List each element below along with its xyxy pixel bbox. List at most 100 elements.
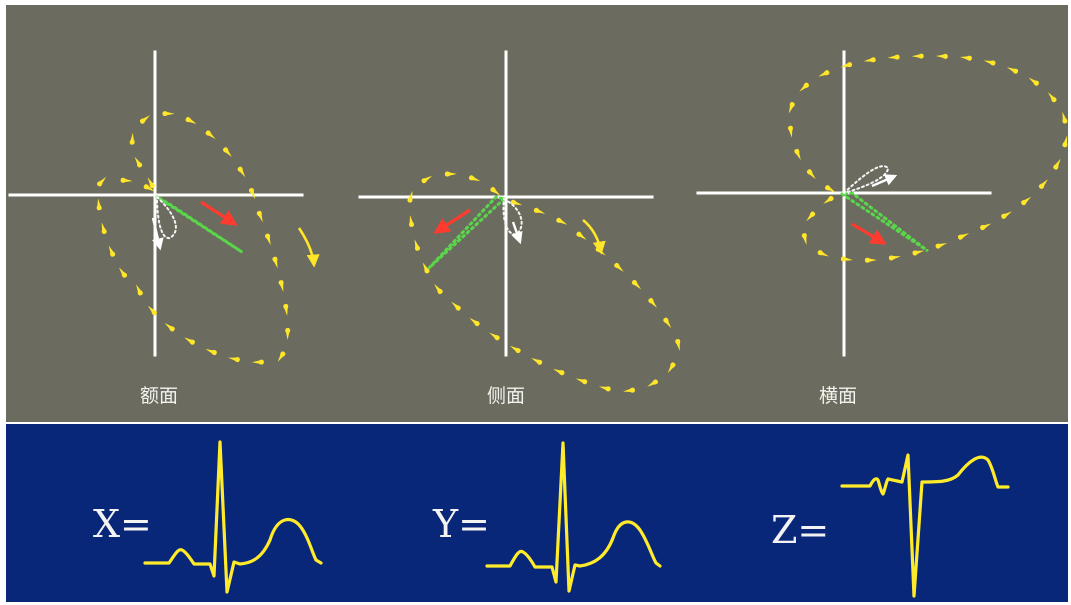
loop-dot (911, 53, 924, 59)
loop-dot (96, 198, 102, 211)
horizontal-plane-label: 横面 (819, 385, 857, 407)
loop-dot (863, 57, 876, 63)
loop-dot (799, 82, 810, 92)
loop-dot (97, 176, 107, 187)
loop-dot (248, 187, 256, 200)
frontal-white-arrow (151, 217, 164, 251)
loop-dot (631, 279, 642, 290)
horizontal-dashed-vector (837, 191, 929, 253)
loop-dot (108, 245, 116, 257)
loop-dot (129, 132, 135, 145)
loop-dot (663, 317, 672, 329)
loop-dot (801, 233, 807, 245)
loop-dot (840, 62, 853, 68)
loop-dot (185, 116, 197, 124)
loop-dot (278, 280, 284, 292)
y-wave-label: Y= (432, 502, 490, 546)
loop-dot (1001, 211, 1012, 219)
loop-dot (283, 303, 289, 316)
loop-dot (147, 177, 155, 189)
loop-dot (957, 233, 970, 240)
frontal-red-arrow (200, 200, 238, 226)
horizontal-red-arrow (851, 222, 887, 245)
loop-dot (806, 211, 816, 222)
frontal-p-loop (156, 196, 177, 239)
horizontal-loop-dots (787, 53, 1068, 263)
loop-dot (509, 345, 521, 354)
loop-dot (825, 185, 836, 193)
loop-dot (237, 166, 246, 178)
loop-dot (468, 175, 481, 182)
loop-dot (422, 262, 430, 274)
loop-dot (444, 171, 457, 177)
loop-dot (840, 256, 853, 262)
loop-dot (912, 250, 925, 256)
loop-dot (888, 255, 901, 261)
z-lead-waveform-group: Z= (771, 453, 1010, 598)
loop-dot (277, 351, 286, 362)
frontal-dashed-vector (156, 195, 243, 254)
frontal-plane-label: 额面 (140, 385, 178, 407)
sagittal-plane-label: 侧面 (487, 385, 525, 407)
loop-dot (251, 359, 264, 365)
x-wave-label: X= (93, 502, 152, 546)
loop-dot (1062, 111, 1068, 124)
loop-dot (1021, 196, 1032, 206)
loop-dot (598, 386, 611, 392)
sagittal-red-arrow (433, 208, 471, 234)
loop-dot (531, 357, 543, 365)
loop-dot (489, 332, 500, 341)
z-wave-label: Z= (771, 508, 829, 552)
z-lead-waveform (840, 453, 1010, 598)
loop-dot (675, 339, 681, 351)
loop-dot (823, 195, 834, 204)
loop-dot (139, 115, 150, 124)
bottom-panel-background (6, 424, 1068, 602)
sagittal-p-loop (502, 198, 523, 236)
loop-dot (118, 267, 128, 278)
loop-dot (533, 207, 546, 214)
y-lead-waveform (485, 441, 662, 593)
loop-dot (959, 55, 972, 61)
loop-dot (409, 215, 415, 227)
loop-dot (648, 298, 658, 308)
loop-dot (134, 156, 143, 168)
loop-dot (553, 368, 565, 376)
loop-dot (623, 387, 635, 393)
loop-dot (407, 190, 413, 203)
loop-dot (451, 301, 461, 311)
loop-dot (576, 231, 587, 240)
loop-dot (647, 379, 658, 387)
loop-dot (162, 111, 175, 117)
loop-dot (490, 187, 501, 196)
loop-dot (794, 148, 801, 161)
loop-dot (1038, 179, 1048, 189)
sagittal-plane-diagram: 侧面 (358, 50, 681, 407)
sagittal-white-arrow (511, 221, 523, 245)
loop-dot (1062, 135, 1068, 148)
loop-dot (205, 349, 217, 356)
x-lead-waveform-group: X= (93, 440, 323, 594)
loop-dot (205, 130, 216, 140)
loop-dot (1053, 158, 1061, 170)
horizontal-plane-diagram: 横面 (696, 50, 1068, 407)
loop-dot (575, 378, 588, 385)
loop-dot (434, 284, 443, 295)
frontal-plane-diagram: 额面 (8, 50, 320, 407)
loop-dot (1006, 67, 1019, 74)
loop-dot (421, 175, 433, 184)
loop-dot (818, 70, 830, 77)
loop-dot (983, 60, 996, 66)
loop-dot (817, 250, 829, 257)
loop-dot (1028, 77, 1040, 86)
loop-dot (864, 257, 877, 263)
sagittal-dashed-vector (427, 195, 508, 270)
x-lead-waveform (143, 440, 323, 594)
loop-dot (788, 102, 795, 114)
loop-dot (556, 217, 568, 225)
loop-dot (935, 53, 948, 59)
horizontal-white-arrow (871, 174, 898, 188)
frontal-yellow-arrow (297, 227, 320, 268)
sagittal-yellow-arrow (582, 218, 606, 255)
